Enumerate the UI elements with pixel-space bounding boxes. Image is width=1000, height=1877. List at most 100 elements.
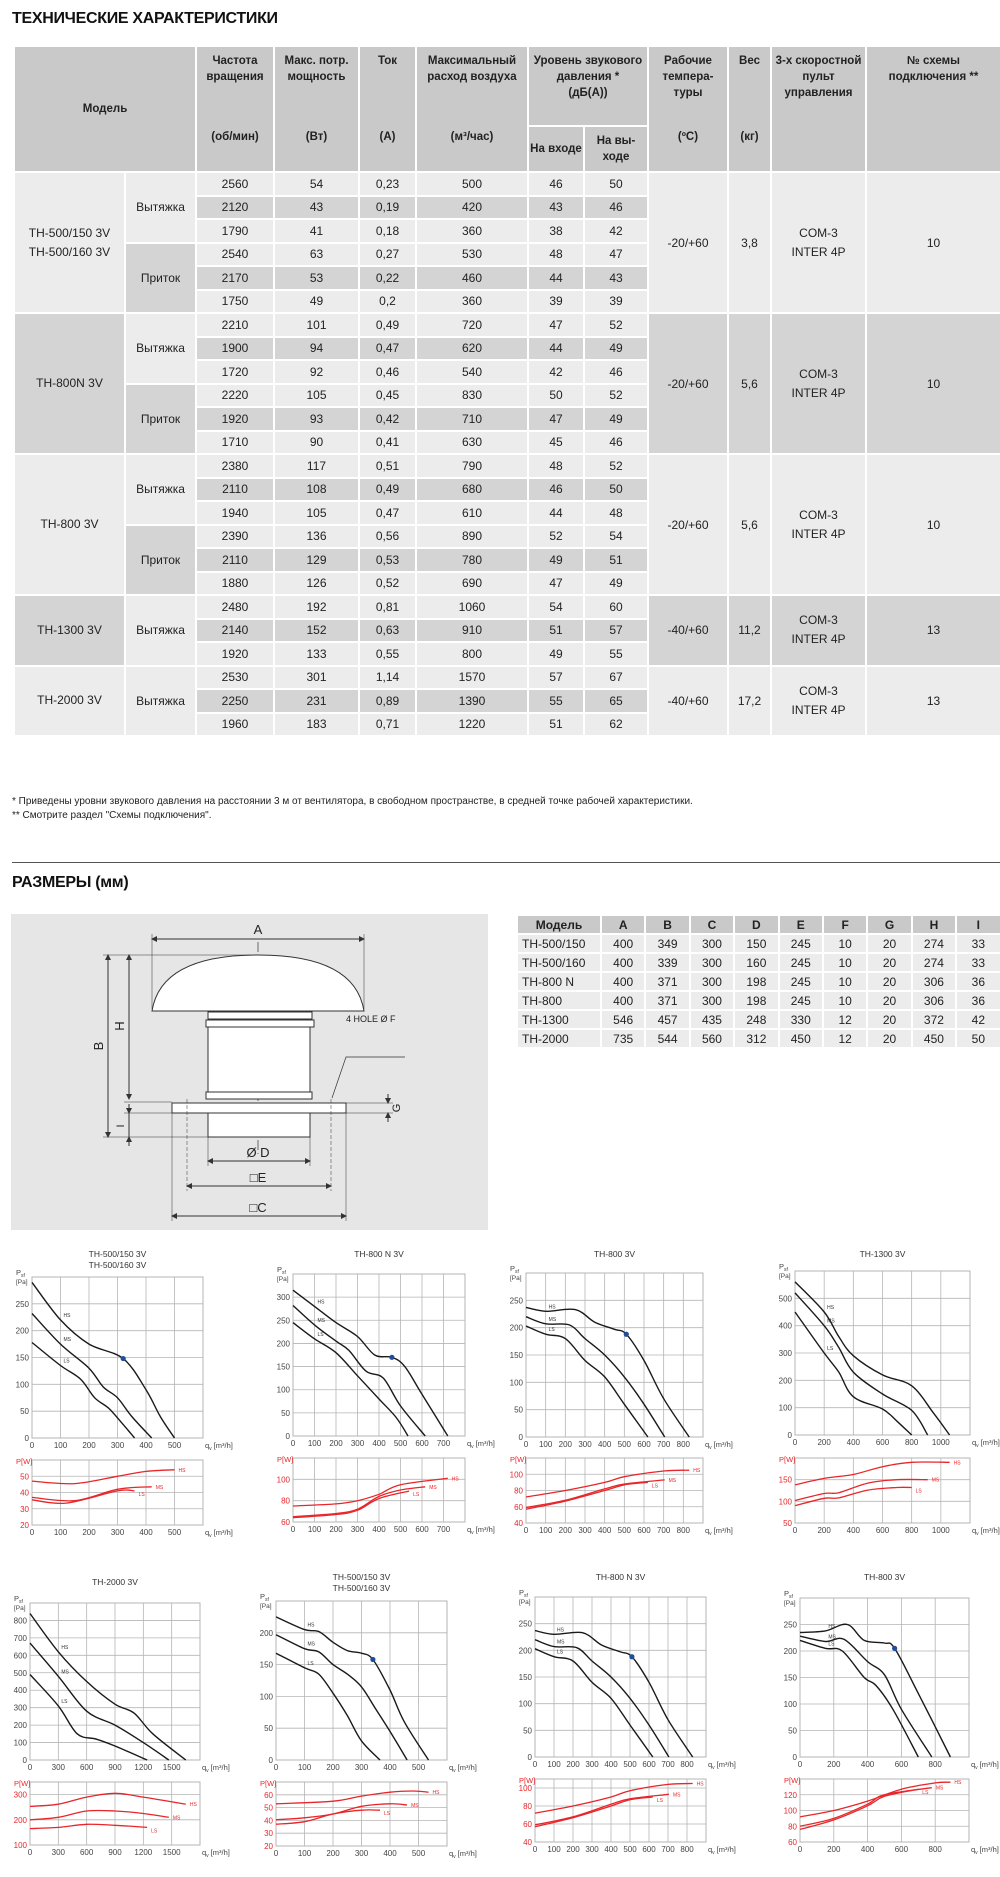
current-cell: 0,49 [358, 312, 417, 338]
pressure-curve-label: LS [64, 1359, 71, 1365]
dimensions-value-cell: 274 [910, 952, 958, 973]
header-rpm-unit: (об/мин) [211, 131, 259, 143]
power-ylabel: P[W] [510, 1455, 526, 1464]
pressure-xtick-label: 600 [637, 1440, 651, 1449]
sound-inlet-cell: 52 [527, 523, 585, 549]
pressure-ylabel: Psf [277, 1265, 287, 1276]
rpm-cell: 1720 [195, 359, 275, 385]
sound-outlet-cell: 47 [583, 241, 649, 267]
header-model: Модель [13, 45, 197, 173]
power-xtick-label: 100 [308, 1525, 322, 1534]
pressure-curve-label: MS [64, 1337, 72, 1343]
dimensions-header-cell: C [688, 914, 736, 935]
pressure-curve-label: HS [64, 1313, 72, 1319]
current-cell: 0,2 [358, 288, 417, 314]
header-power-name: Макс. потр. мощность [284, 55, 349, 83]
power-curve-label: LS [151, 1828, 158, 1834]
power-plot-area [534, 1778, 707, 1843]
current-cell: 0,89 [358, 688, 417, 714]
power-ytick-label: 40 [514, 1519, 523, 1528]
pressure-curve-ms [275, 1634, 408, 1761]
power-curve-ls [275, 1809, 381, 1825]
power-curve-hs [794, 1461, 950, 1486]
pressure-curve-label: HS [557, 1627, 565, 1633]
current-cell: 0,81 [358, 594, 417, 620]
current-cell: 0,19 [358, 194, 417, 220]
table-row: 2250 231 0,89 1390 55 65 [14, 688, 1000, 714]
label-b: B [91, 1042, 106, 1051]
xlabel-symbol: q [971, 1760, 975, 1769]
rpm-cell: 2140 [195, 617, 275, 643]
power-curve-label: LS [916, 1488, 923, 1494]
power-ytick-label: 30 [20, 1505, 29, 1514]
power-xtick-label: 400 [861, 1845, 875, 1854]
pressure-ytick-label: 200 [510, 1324, 524, 1333]
weight-cell: 3,8 [727, 171, 772, 314]
dimension-drawing: A B H I G 4 HOLE Ø F Ø D □E □C [11, 914, 488, 1230]
dimensions-value-cell: 435 [688, 1009, 736, 1030]
sound-inlet-cell: 48 [527, 241, 585, 267]
xlabel-subscript: v [709, 1445, 712, 1451]
power-xtick-label: 0 [798, 1845, 803, 1854]
dimensions-value-cell: 457 [644, 1009, 691, 1030]
dimensions-row: TH-500/150 400 349 300 150 245 10 20 274 33 [516, 933, 1000, 954]
power-curve-hs [534, 1782, 693, 1814]
pressure-yunit: [Pa] [779, 1273, 791, 1280]
dimensions-value-cell: 50 [955, 1028, 1000, 1049]
control-name: INTER 4P [791, 702, 846, 717]
xlabel-symbol: q [705, 1526, 709, 1535]
header-control-name: 3-х скоростной пульт управления [775, 55, 862, 99]
power-ytick-label: 200 [14, 1816, 28, 1825]
model-name: TH-500/150 3V [28, 225, 111, 240]
pressure-xtick-label: 400 [861, 1760, 875, 1769]
pressure-curve-label: HS [827, 1305, 835, 1311]
header-sound-name: Уровень звукового давления * [533, 55, 643, 83]
xlabel-subscript: v [712, 1765, 715, 1771]
pressure-ytick-label: 200 [784, 1647, 798, 1656]
sound-inlet-cell: 43 [527, 194, 585, 220]
power-ytick-label: 100 [519, 1784, 533, 1793]
power-curve-ms [292, 1486, 426, 1518]
label-e: □E [250, 1170, 267, 1185]
pressure-xtick-label: 400 [847, 1438, 861, 1447]
power-xtick-label: 200 [559, 1526, 573, 1535]
pressure-yunit: [Pa] [510, 1275, 522, 1282]
power-curve-ms [275, 1803, 408, 1821]
airflow-cell: 690 [415, 570, 529, 596]
table-row: 2120 43 0,19 420 43 46 [14, 194, 1000, 220]
airflow-cell: 910 [415, 617, 529, 643]
power-xtick-label: 300 [355, 1849, 369, 1858]
power-ytick-label: 20 [264, 1842, 273, 1851]
xlabel-symbol: q [205, 1441, 209, 1450]
dimensions-value-cell: 372 [910, 1009, 958, 1030]
dimensions-model-cell: TH-800 [516, 990, 602, 1011]
temp-cell: -20/+60 [647, 171, 729, 314]
dimensions-title: РАЗМЕРЫ (мм) [12, 874, 129, 891]
airflow-cell: 620 [415, 335, 529, 361]
sound-inlet-cell: 47 [527, 570, 585, 596]
header-weight-name: Вес [739, 55, 760, 67]
control-name: COM-3 [799, 225, 838, 240]
power-ytick-label: 20 [20, 1521, 29, 1530]
pressure-xtick-label: 800 [929, 1760, 943, 1769]
power-xtick-label: 100 [547, 1845, 561, 1854]
rpm-cell: 2530 [195, 664, 275, 690]
chart-title: TH-800 N 3V [354, 1249, 404, 1259]
rpm-cell: 2110 [195, 547, 275, 573]
table-row: TH-800N 3V Вытяжка 2210 101 0,49 720 47 52 -20/+… [13, 312, 1000, 455]
header-current-name: Ток [377, 55, 398, 67]
airflow-cell: 360 [415, 218, 529, 244]
xlabel-unit: [m³/h] [476, 1525, 495, 1534]
power-xtick-label: 300 [111, 1528, 125, 1537]
rpm-cell: 1920 [195, 641, 275, 667]
mode-cell: Приток [124, 241, 197, 314]
model-cell: TH-500/150 3V TH-500/160 3V [13, 171, 126, 314]
power-ytick-label: 60 [264, 1791, 273, 1800]
xlabel-subscript: v [209, 1533, 212, 1539]
hole-leader-line [331, 1056, 405, 1099]
control-name: COM-3 [799, 507, 838, 522]
pressure-ylabel-subscript: sf [524, 1593, 529, 1599]
pressure-xtick-label: 500 [168, 1441, 182, 1450]
sound-inlet-cell: 48 [527, 453, 585, 479]
power-curve-label: MS [429, 1485, 437, 1491]
